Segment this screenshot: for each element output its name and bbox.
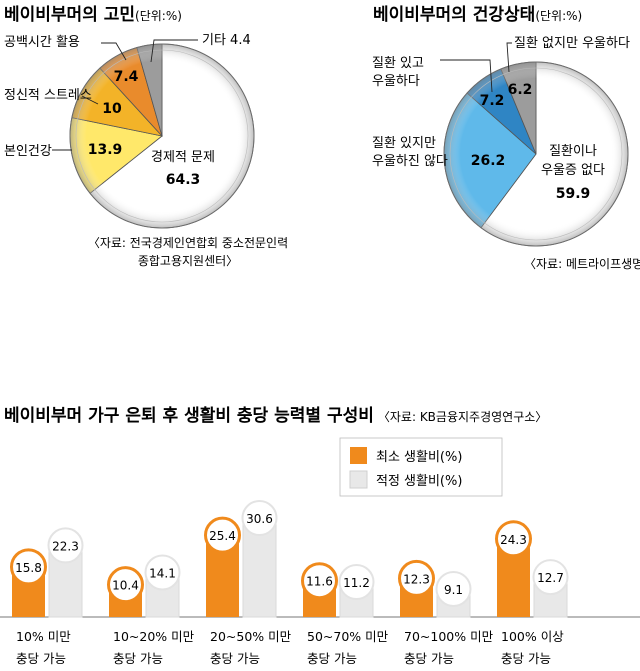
- chart-title: 베이비부머 가구 은퇴 후 생활비 충당 능력별 구성비 〈자료: KB금융지주경…: [4, 405, 547, 426]
- value-badge: [338, 564, 375, 601]
- leader-line: [440, 59, 493, 93]
- value-badge: [204, 516, 241, 554]
- chart-title-text: 베이비부머의 고민: [4, 5, 135, 25]
- data-label: 11.6: [306, 575, 333, 589]
- slice-label: 공백시간 활용: [4, 35, 80, 50]
- pie-inner-rim: [449, 67, 623, 241]
- value-badge: [144, 554, 181, 591]
- data-label: 26.2: [471, 153, 506, 169]
- value-badge: [241, 500, 278, 537]
- pie-rim: [69, 43, 255, 229]
- data-label: 11.2: [343, 576, 370, 590]
- tick-label: 50~70% 미만: [307, 629, 389, 644]
- slice-label: 우울하진 않다: [372, 154, 448, 169]
- data-label: 13.9: [88, 142, 123, 158]
- chart-title-text: 베이비부머 가구 은퇴 후 생활비 충당 능력별 구성비: [4, 405, 374, 426]
- tick-label: 충당 가능: [210, 651, 260, 666]
- data-label: 15.8: [15, 561, 42, 575]
- legend-swatch: [350, 447, 367, 464]
- data-label: 12.3: [403, 572, 430, 586]
- data-label: 9.1: [444, 583, 463, 597]
- slice-label: 우울증 없다: [541, 163, 605, 178]
- tick-label: 70~100% 미만: [404, 629, 494, 644]
- slice-label: 기타 4.4: [202, 33, 251, 48]
- slice-label: 질환 있지만: [372, 136, 436, 151]
- tick-label: 충당 가능: [501, 651, 551, 666]
- data-label: 30.6: [246, 512, 273, 526]
- data-label: 25.4: [209, 529, 236, 543]
- slice-label: 정신적 스트레스: [4, 88, 92, 103]
- data-label: 6.2: [508, 82, 533, 98]
- leader-line: [150, 39, 198, 63]
- value-badge: [398, 559, 435, 597]
- slice-label: 질환 있고: [372, 56, 424, 71]
- chart-title: 베이비부머의 고민(단위:%): [4, 5, 182, 25]
- value-badge: [10, 548, 47, 586]
- pie-rim: [443, 61, 629, 247]
- value-badge: [495, 520, 532, 558]
- source-note: 〈자료: KB금융지주경영연구소〉: [378, 410, 547, 424]
- tick-label: 충당 가능: [113, 651, 163, 666]
- legend-swatch: [349, 470, 368, 489]
- chart-title: 베이비부머의 건강상태(단위:%): [373, 5, 582, 25]
- data-label: 24.3: [500, 533, 527, 547]
- tick-label: 20~50% 미만: [210, 629, 292, 644]
- slice-label: 우울하다: [372, 74, 420, 89]
- data-label: 7.2: [480, 93, 505, 109]
- chart-unit: (단위:%): [135, 9, 182, 23]
- value-badge: [435, 570, 472, 607]
- tick-label: 10~20% 미만: [113, 629, 195, 644]
- value-badge: [532, 559, 569, 596]
- chart-unit: (단위:%): [535, 9, 582, 23]
- bar-chart: 베이비부머 가구 은퇴 후 생활비 충당 능력별 구성비 〈자료: KB금융지주경…: [0, 405, 640, 666]
- data-label: 7.4: [114, 69, 139, 85]
- data-label: 64.3: [166, 172, 201, 188]
- tick-label: 충당 가능: [307, 651, 357, 666]
- data-label: 12.7: [537, 571, 564, 585]
- value-badge: [301, 562, 338, 600]
- value-badge: [107, 566, 144, 604]
- tick-label: 100% 이상: [501, 629, 564, 644]
- slice-label: 경제적 문제: [151, 150, 215, 165]
- tick-label: 충당 가능: [404, 651, 454, 666]
- tick-label: 10% 미만: [16, 629, 71, 644]
- pie-chart-0: 베이비부머의 고민(단위:%) 64.3 경제적 문제 13.9 본인건강 10 정신적 스…: [4, 5, 288, 268]
- data-label: 14.1: [149, 566, 176, 580]
- tick-label: 충당 가능: [16, 651, 66, 666]
- source-note: 종합고용지원센터〉: [138, 254, 238, 268]
- pie-inner-rim: [75, 49, 249, 223]
- leader-line: [81, 95, 99, 105]
- legend-label: 최소 생활비(%): [376, 450, 462, 465]
- data-label: 22.3: [52, 539, 79, 553]
- leader-line: [506, 42, 512, 73]
- source-note: 〈자료: 전국경제인연합회 중소전문인력: [88, 236, 288, 250]
- value-badge: [47, 527, 84, 564]
- leader-line: [101, 42, 127, 61]
- chart-title-text: 베이비부머의 건강상태: [373, 5, 535, 25]
- slice-label: 질환이나: [549, 144, 597, 159]
- data-label: 59.9: [556, 186, 591, 202]
- data-label: 10.4: [112, 579, 139, 593]
- data-label: 10: [102, 101, 122, 117]
- legend-label: 적정 생활비(%): [376, 474, 462, 489]
- slice-label: 본인건강: [4, 144, 52, 159]
- slice-label: 질환 없지만 우울하다: [514, 36, 630, 51]
- source-note: 〈자료: 메트라이프생명〉: [524, 257, 640, 271]
